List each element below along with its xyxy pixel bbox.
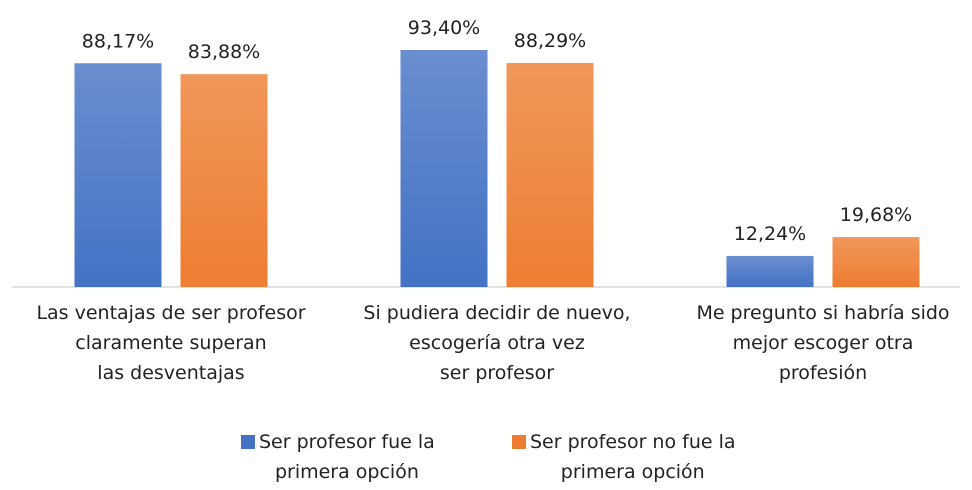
bar [180,74,268,288]
x-tick-label: Las ventajas de ser profesor claramente … [36,302,306,384]
bar [726,255,814,287]
data-label: 19,68% [840,204,912,226]
data-label: 12,24% [734,223,806,245]
data-label: 88,17% [82,30,154,52]
data-label: 93,40% [408,17,480,39]
legend-swatch [512,435,526,449]
bar [506,62,594,287]
data-label: 88,29% [514,30,586,52]
x-tick-label: Si pudiera decidir de nuevo, escogería o… [363,302,631,384]
bar [74,63,162,288]
legend-swatch [241,435,255,449]
legend-label: Ser profesor no fue la primera opción [530,431,736,483]
data-label: 83,88% [188,41,260,63]
x-tick-label: Me pregunto si habría sido mejor escoger… [696,302,950,384]
legend-label: Ser profesor fue la primera opción [259,431,435,483]
bar [400,50,488,287]
bar [832,237,920,287]
